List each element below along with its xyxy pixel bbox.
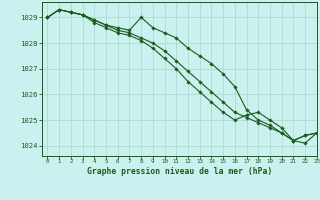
X-axis label: Graphe pression niveau de la mer (hPa): Graphe pression niveau de la mer (hPa) — [87, 167, 272, 176]
